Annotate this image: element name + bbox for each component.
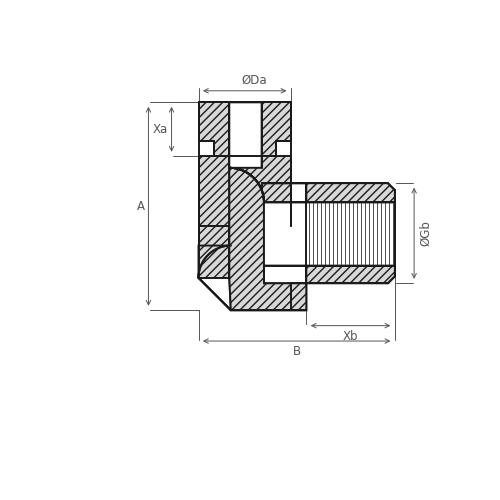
Text: ØDa: ØDa: [241, 74, 267, 87]
Polygon shape: [262, 183, 306, 226]
Polygon shape: [230, 168, 306, 310]
Polygon shape: [230, 102, 395, 266]
Text: Xb: Xb: [343, 330, 358, 342]
Text: B: B: [292, 345, 300, 358]
Polygon shape: [198, 246, 231, 310]
Text: A: A: [136, 200, 144, 213]
Polygon shape: [198, 156, 291, 226]
Polygon shape: [306, 183, 395, 203]
Polygon shape: [198, 102, 291, 156]
Text: ØGb: ØGb: [418, 220, 432, 246]
Polygon shape: [198, 226, 230, 278]
Text: Xa: Xa: [152, 123, 168, 136]
Polygon shape: [306, 266, 395, 283]
Polygon shape: [230, 168, 306, 310]
